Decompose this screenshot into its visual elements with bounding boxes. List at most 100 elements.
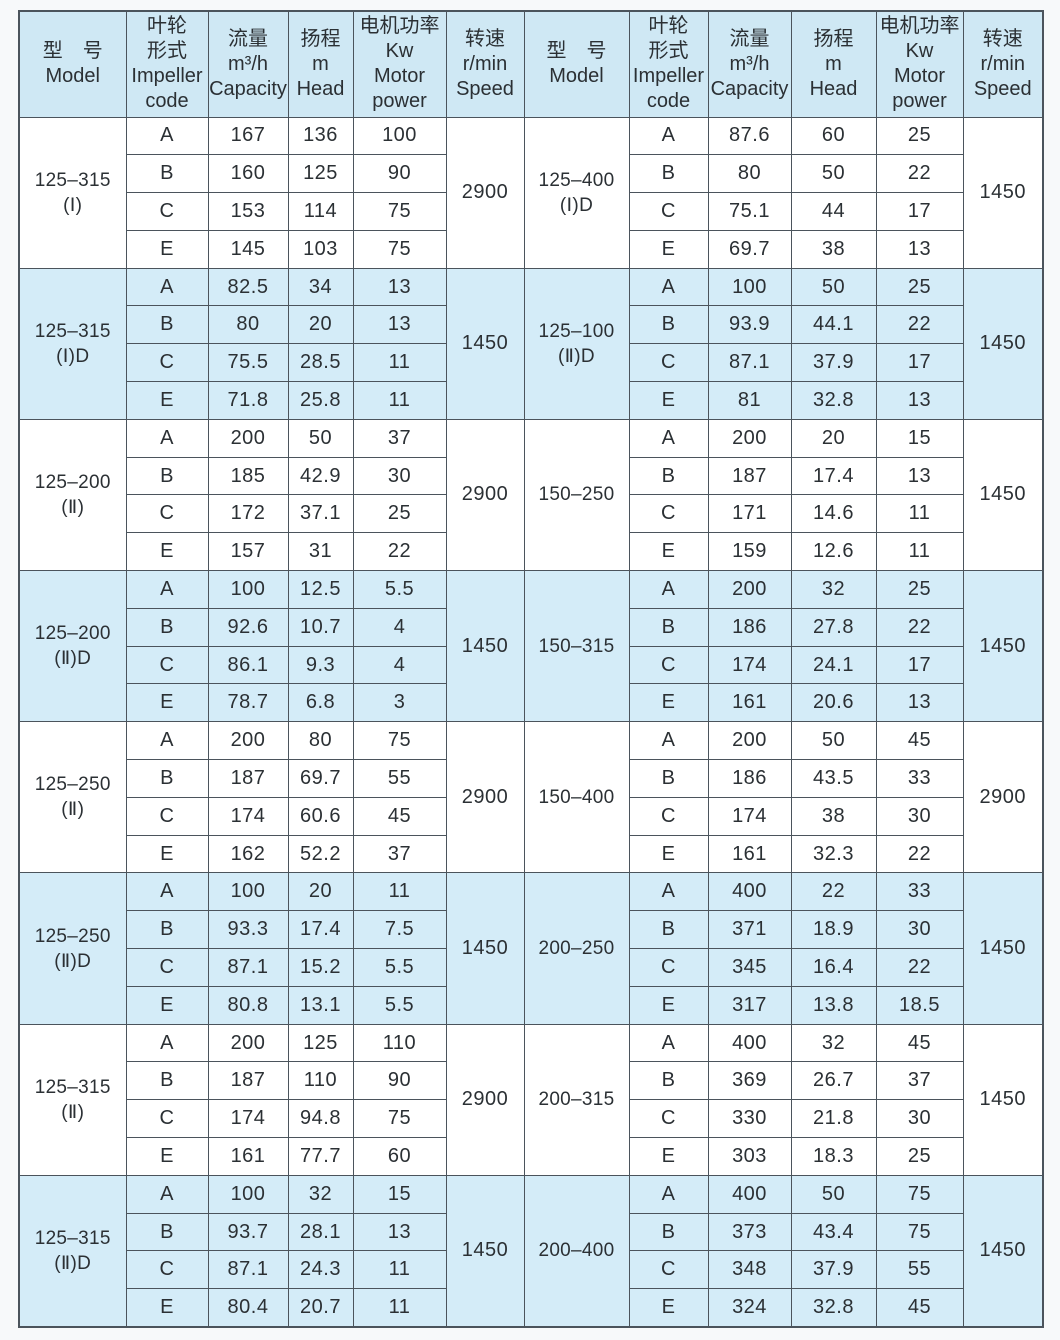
capacity-cell: 87.1 — [207, 1250, 289, 1290]
head-cell: 21.8 — [790, 1099, 877, 1139]
capacity-cell: 400 — [707, 1174, 792, 1214]
power-cell: 11 — [352, 872, 447, 912]
impeller-code-cell: C — [628, 1250, 709, 1290]
impeller-code-cell: E — [628, 985, 709, 1025]
capacity-cell: 160 — [207, 154, 289, 194]
head-cell: 32 — [287, 1174, 354, 1214]
model-line: 125–315 — [34, 169, 111, 191]
capacity-cell: 174 — [707, 645, 792, 685]
power-cell: 30 — [875, 910, 964, 950]
table-header-row: 型 号 Model 叶轮 形式 Impeller code 流量 m³/h Capacity 扬程… — [18, 10, 1044, 118]
speed-cell: 2900 — [445, 116, 525, 269]
table-header: 型 号 Model 叶轮 形式 Impeller code 流量 m³/h Capacity 扬程… — [18, 10, 1044, 118]
capacity-cell: 69.7 — [707, 229, 792, 269]
impeller-code-cell: A — [125, 721, 209, 761]
impeller-code-cell: C — [628, 1099, 709, 1139]
head-cell: 15.2 — [287, 948, 354, 987]
model-cell: 150–315 — [523, 570, 630, 723]
power-cell: 37 — [352, 418, 447, 458]
header-cell-speed: 转速 r/min Speed — [445, 10, 525, 118]
header-cell-head: 扬程 m Head — [790, 10, 877, 118]
header-line: Kw — [905, 40, 934, 63]
capacity-cell: 157 — [207, 532, 289, 572]
capacity-cell: 200 — [707, 418, 792, 458]
head-cell: 44.1 — [790, 305, 877, 345]
header-line: Head — [296, 77, 345, 100]
power-cell: 22 — [875, 948, 964, 987]
impeller-code-cell: B — [125, 759, 209, 798]
head-cell: 20.6 — [790, 683, 877, 723]
capacity-cell: 161 — [707, 683, 792, 723]
power-cell: 25 — [875, 570, 964, 609]
power-cell: 13 — [352, 305, 447, 345]
power-cell: 13 — [875, 683, 964, 723]
power-cell: 45 — [352, 796, 447, 836]
capacity-cell: 81 — [707, 381, 792, 420]
capacity-cell: 348 — [707, 1250, 792, 1290]
table-row: 125–250 (Ⅱ)D A 100 20 11 1450 200–250 A 400 22 33 14… — [18, 872, 1044, 1025]
header-line: 转速 — [982, 27, 1023, 50]
head-cell: 28.5 — [287, 343, 354, 383]
speed-cell: 1450 — [445, 267, 525, 420]
header-line: 扬程 — [813, 27, 854, 50]
impeller-code-cell: B — [628, 456, 709, 496]
power-cell: 22 — [875, 834, 964, 874]
head-cell: 12.6 — [790, 532, 877, 572]
model-cell: 200–400 — [523, 1174, 630, 1328]
impeller-code-cell: B — [628, 607, 709, 647]
power-cell: 17 — [875, 343, 964, 383]
model-line: (Ⅱ) — [61, 1101, 85, 1123]
speed-cell: 1450 — [962, 1174, 1044, 1328]
model-cell: 150–250 — [523, 418, 630, 572]
capacity-cell: 186 — [707, 759, 792, 798]
capacity-cell: 100 — [207, 570, 289, 609]
impeller-code-cell: B — [125, 607, 209, 647]
model-cell: 200–315 — [523, 1023, 630, 1176]
model-line: 125–315 — [34, 1076, 111, 1098]
capacity-cell: 80 — [207, 305, 289, 345]
power-cell: 11 — [875, 494, 964, 534]
capacity-cell: 78.7 — [207, 683, 289, 723]
power-cell: 11 — [352, 1250, 447, 1290]
header-line: Speed — [456, 77, 514, 100]
impeller-code-cell: A — [125, 1023, 209, 1063]
capacity-cell: 145 — [207, 229, 289, 269]
header-line: 型 号 — [42, 40, 103, 63]
header-line: m³/h — [729, 52, 770, 75]
capacity-cell: 200 — [207, 418, 289, 458]
power-cell: 15 — [352, 1174, 447, 1214]
capacity-cell: 162 — [207, 834, 289, 874]
impeller-code-cell: A — [628, 872, 709, 912]
speed-cell: 2900 — [962, 721, 1044, 874]
head-cell: 17.4 — [287, 910, 354, 950]
capacity-cell: 71.8 — [207, 381, 289, 420]
capacity-cell: 174 — [707, 796, 792, 836]
power-cell: 22 — [352, 532, 447, 572]
impeller-code-cell: E — [125, 985, 209, 1025]
impeller-code-cell: E — [125, 381, 209, 420]
head-cell: 28.1 — [287, 1212, 354, 1252]
head-cell: 24.1 — [790, 645, 877, 685]
impeller-code-cell: E — [628, 381, 709, 420]
power-cell: 100 — [352, 116, 447, 156]
capacity-cell: 87.6 — [707, 116, 792, 156]
capacity-cell: 87.1 — [707, 343, 792, 383]
head-cell: 43.5 — [790, 759, 877, 798]
capacity-cell: 187 — [707, 456, 792, 496]
capacity-cell: 87.1 — [207, 948, 289, 987]
model-line: (Ⅱ) — [61, 799, 85, 821]
head-cell: 50 — [790, 154, 877, 194]
head-cell: 94.8 — [287, 1099, 354, 1139]
speed-cell: 1450 — [962, 1023, 1044, 1176]
capacity-cell: 200 — [207, 1023, 289, 1063]
head-cell: 27.8 — [790, 607, 877, 647]
head-cell: 110 — [287, 1061, 354, 1101]
header-line: 型 号 — [546, 40, 607, 63]
head-cell: 80 — [287, 721, 354, 761]
capacity-cell: 80.8 — [207, 985, 289, 1025]
header-line: Speed — [973, 77, 1032, 100]
capacity-cell: 174 — [207, 796, 289, 836]
capacity-cell: 186 — [707, 607, 792, 647]
capacity-cell: 345 — [707, 948, 792, 987]
model-cell: 150–400 — [523, 721, 630, 874]
